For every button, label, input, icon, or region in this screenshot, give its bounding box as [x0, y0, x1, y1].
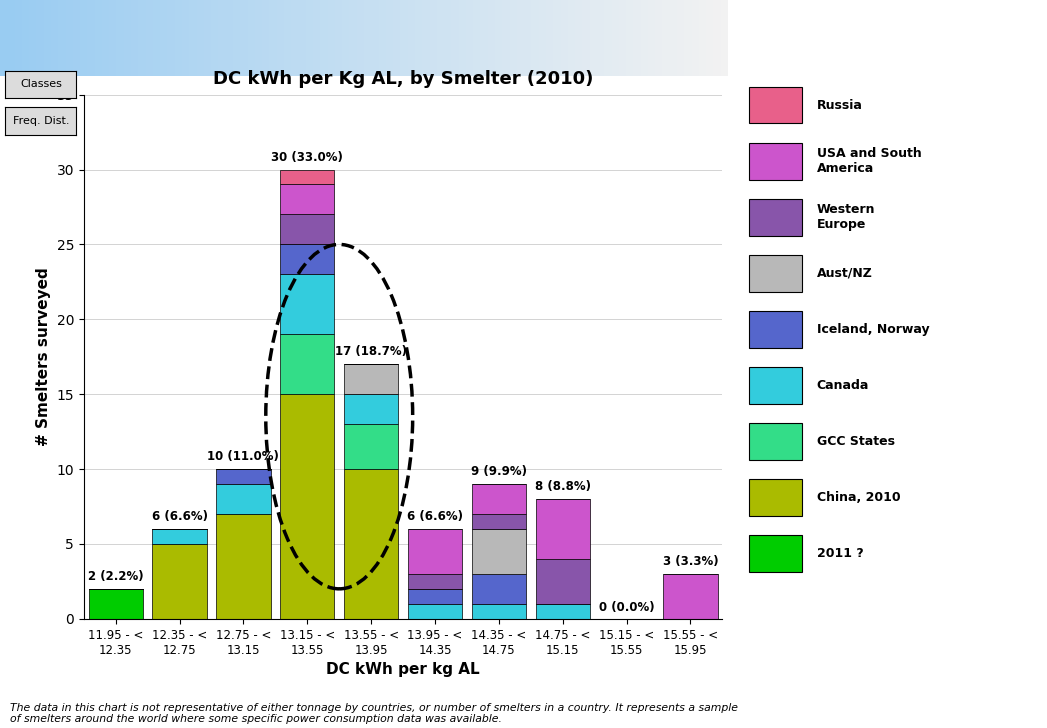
Bar	[153, 529, 206, 544]
Text: 2 (2.2%): 2 (2.2%)	[88, 570, 143, 583]
Bar	[408, 529, 462, 574]
Text: 9 (9.9%): 9 (9.9%)	[471, 465, 527, 478]
Text: 10 (11.0%): 10 (11.0%)	[207, 450, 280, 463]
Text: 8 (8.8%): 8 (8.8%)	[535, 480, 591, 493]
Text: The data in this chart is not representative of either tonnage by countries, or : The data in this chart is not representa…	[10, 703, 738, 724]
Y-axis label: # Smelters surveyed: # Smelters surveyed	[36, 267, 51, 446]
Text: 6 (6.6%): 6 (6.6%)	[152, 510, 207, 523]
Bar	[472, 529, 526, 574]
Bar	[217, 484, 270, 514]
Bar	[281, 245, 334, 274]
Bar	[472, 484, 526, 514]
Text: Western
Europe: Western Europe	[817, 203, 875, 232]
Text: 30 (33.0%): 30 (33.0%)	[271, 151, 343, 164]
Bar	[217, 469, 270, 484]
FancyBboxPatch shape	[750, 199, 802, 236]
Text: 0 (0.0%): 0 (0.0%)	[599, 601, 654, 614]
Bar	[281, 394, 334, 619]
Bar	[536, 559, 589, 604]
Bar	[664, 574, 717, 619]
Text: 17 (18.7%): 17 (18.7%)	[335, 345, 407, 358]
Bar	[472, 604, 526, 619]
Bar	[344, 424, 398, 469]
Bar	[344, 364, 398, 394]
Text: 2011 ?: 2011 ?	[817, 547, 864, 561]
FancyBboxPatch shape	[750, 143, 802, 180]
Text: Iceland, Norway: Iceland, Norway	[817, 323, 930, 336]
FancyBboxPatch shape	[750, 255, 802, 292]
Text: USA and South
America: USA and South America	[817, 147, 921, 175]
Bar	[281, 215, 334, 245]
FancyBboxPatch shape	[750, 536, 802, 572]
X-axis label: DC kWh per kg AL: DC kWh per kg AL	[327, 662, 480, 677]
Bar	[281, 334, 334, 394]
Text: China, 2010: China, 2010	[817, 491, 900, 505]
Bar	[281, 170, 334, 184]
Bar	[472, 514, 526, 529]
FancyBboxPatch shape	[750, 87, 802, 124]
Bar	[536, 499, 589, 559]
FancyBboxPatch shape	[750, 311, 802, 348]
Title: DC kWh per Kg AL, by Smelter (2010): DC kWh per Kg AL, by Smelter (2010)	[213, 70, 594, 87]
Bar	[344, 469, 398, 619]
Bar	[408, 589, 462, 604]
Text: Classes: Classes	[20, 79, 62, 90]
Bar	[217, 514, 270, 619]
FancyBboxPatch shape	[750, 479, 802, 516]
FancyBboxPatch shape	[750, 423, 802, 460]
Bar	[281, 274, 334, 334]
Text: 6 (6.6%): 6 (6.6%)	[407, 510, 463, 523]
Bar	[472, 574, 526, 604]
Text: 3 (3.3%): 3 (3.3%)	[663, 555, 718, 568]
Text: Freq. Dist.: Freq. Dist.	[13, 116, 69, 126]
Text: Aust/NZ: Aust/NZ	[817, 267, 872, 280]
Bar	[408, 604, 462, 619]
Bar	[408, 574, 462, 589]
Bar	[89, 589, 142, 619]
Bar	[536, 604, 589, 619]
Bar	[344, 394, 398, 424]
Bar	[153, 544, 206, 619]
FancyBboxPatch shape	[750, 367, 802, 404]
Text: GCC States: GCC States	[817, 435, 894, 448]
Bar	[281, 184, 334, 215]
Text: Russia: Russia	[817, 98, 863, 111]
Text: Canada: Canada	[817, 379, 869, 392]
